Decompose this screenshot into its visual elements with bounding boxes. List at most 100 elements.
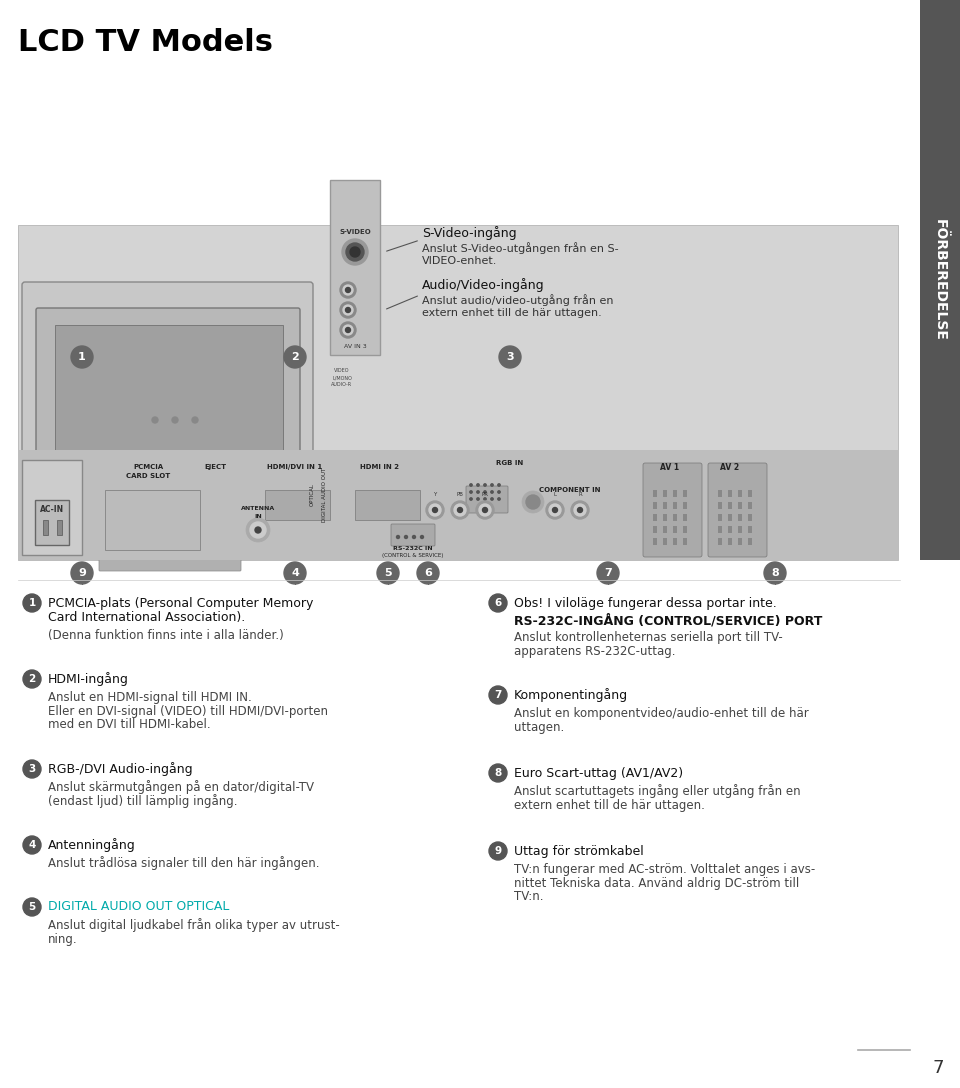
Circle shape: [451, 500, 469, 519]
Circle shape: [172, 417, 178, 423]
Text: 8: 8: [494, 768, 502, 778]
Circle shape: [578, 507, 583, 512]
Circle shape: [23, 761, 41, 778]
Text: Anslut audio/video-utgång från en: Anslut audio/video-utgång från en: [422, 294, 613, 306]
Text: PB: PB: [457, 493, 464, 497]
Text: HDMI-ingång: HDMI-ingång: [48, 672, 129, 687]
Bar: [718, 526, 722, 533]
Circle shape: [571, 500, 589, 519]
Text: RS-232C IN: RS-232C IN: [394, 545, 433, 551]
Text: PCMCIA-plats (Personal Computer Memory: PCMCIA-plats (Personal Computer Memory: [48, 596, 313, 609]
Text: Uttag för strömkabel: Uttag för strömkabel: [514, 844, 644, 857]
Circle shape: [396, 535, 399, 539]
Circle shape: [340, 282, 356, 298]
Text: Card International Association).: Card International Association).: [48, 610, 245, 623]
Text: RGB IN: RGB IN: [496, 460, 523, 466]
Bar: [663, 490, 667, 497]
Circle shape: [469, 498, 472, 500]
Bar: [673, 514, 677, 521]
Text: VIDEO-enhet.: VIDEO-enhet.: [422, 256, 497, 265]
Circle shape: [413, 535, 416, 539]
Text: (CONTROL & SERVICE): (CONTROL & SERVICE): [382, 554, 444, 558]
Circle shape: [483, 507, 488, 512]
Text: 7: 7: [494, 690, 502, 700]
Text: nittet Tekniska data. Använd aldrig DC-ström till: nittet Tekniska data. Använd aldrig DC-s…: [514, 877, 800, 890]
Circle shape: [498, 491, 500, 493]
Circle shape: [489, 764, 507, 782]
Circle shape: [404, 535, 407, 539]
Circle shape: [597, 562, 619, 584]
FancyBboxPatch shape: [265, 490, 330, 520]
Text: COMPONENT IN: COMPONENT IN: [540, 487, 601, 493]
Text: extern enhet till de här uttagen.: extern enhet till de här uttagen.: [514, 799, 705, 812]
Text: 1: 1: [78, 353, 85, 362]
Bar: [663, 526, 667, 533]
Text: AV 2: AV 2: [720, 462, 739, 471]
Text: Euro Scart-uttag (AV1/AV2): Euro Scart-uttag (AV1/AV2): [514, 767, 684, 779]
Bar: [673, 502, 677, 509]
Text: Antenningång: Antenningång: [48, 838, 135, 852]
Text: L: L: [554, 493, 557, 497]
Circle shape: [23, 670, 41, 688]
Bar: [683, 537, 687, 545]
Bar: [920, 0, 960, 560]
Circle shape: [420, 535, 423, 539]
Bar: [728, 537, 732, 545]
Text: Anslut skärmutgången på en dator/digital-TV: Anslut skärmutgången på en dator/digital…: [48, 780, 314, 794]
Text: uttagen.: uttagen.: [514, 720, 564, 733]
Bar: [673, 490, 677, 497]
Text: PR: PR: [482, 493, 489, 497]
Text: Anslut scartuttagets ingång eller utgång från en: Anslut scartuttagets ingång eller utgång…: [514, 784, 801, 798]
Circle shape: [284, 562, 306, 584]
Text: DIGITAL AUDIO OUT: DIGITAL AUDIO OUT: [323, 468, 327, 522]
Bar: [683, 490, 687, 497]
Bar: [718, 514, 722, 521]
Circle shape: [549, 504, 561, 516]
Circle shape: [476, 500, 494, 519]
Text: 6: 6: [494, 598, 502, 608]
Text: Anslut en komponentvideo/audio-enhet till de här: Anslut en komponentvideo/audio-enhet til…: [514, 706, 808, 719]
Text: L/MONO: L/MONO: [332, 375, 352, 381]
Circle shape: [343, 325, 353, 335]
Circle shape: [71, 562, 93, 584]
Text: Obs! I viloläge fungerar dessa portar inte.: Obs! I viloläge fungerar dessa portar in…: [514, 596, 777, 609]
Circle shape: [484, 498, 486, 500]
Circle shape: [479, 504, 491, 516]
Text: med en DVI till HDMI-kabel.: med en DVI till HDMI-kabel.: [48, 718, 210, 731]
Bar: [57, 520, 62, 535]
Text: HDMI IN 2: HDMI IN 2: [361, 463, 399, 470]
Circle shape: [342, 239, 368, 265]
Circle shape: [499, 346, 521, 368]
Bar: [22, 460, 82, 555]
Text: ning.: ning.: [48, 932, 78, 945]
FancyBboxPatch shape: [105, 490, 200, 551]
Text: ANTENNA: ANTENNA: [241, 506, 276, 510]
Circle shape: [574, 504, 586, 516]
Bar: [718, 502, 722, 509]
Bar: [653, 537, 657, 545]
Bar: [43, 520, 48, 535]
FancyBboxPatch shape: [355, 490, 420, 520]
Text: DIGITAL AUDIO OUT OPTICAL: DIGITAL AUDIO OUT OPTICAL: [48, 901, 229, 914]
Text: 1: 1: [29, 598, 36, 608]
Circle shape: [489, 842, 507, 860]
Text: FÖRBEREDELSE: FÖRBEREDELSE: [933, 219, 947, 341]
Text: VIDEO: VIDEO: [334, 368, 349, 372]
Text: AV 1: AV 1: [660, 462, 680, 471]
Text: OPTICAL: OPTICAL: [309, 483, 315, 506]
Circle shape: [377, 562, 399, 584]
Circle shape: [458, 507, 463, 512]
Circle shape: [346, 243, 364, 261]
Bar: [748, 490, 752, 497]
Circle shape: [489, 594, 507, 611]
Text: Y: Y: [433, 493, 437, 497]
Bar: [683, 502, 687, 509]
Text: S-Video-ingång: S-Video-ingång: [422, 226, 516, 240]
Text: TV:n fungerar med AC-ström. Volttalet anges i avs-: TV:n fungerar med AC-ström. Volttalet an…: [514, 863, 815, 876]
FancyBboxPatch shape: [128, 528, 212, 562]
Text: TV:n.: TV:n.: [514, 890, 543, 903]
Circle shape: [255, 527, 261, 533]
Bar: [748, 537, 752, 545]
Bar: [683, 526, 687, 533]
Bar: [663, 537, 667, 545]
